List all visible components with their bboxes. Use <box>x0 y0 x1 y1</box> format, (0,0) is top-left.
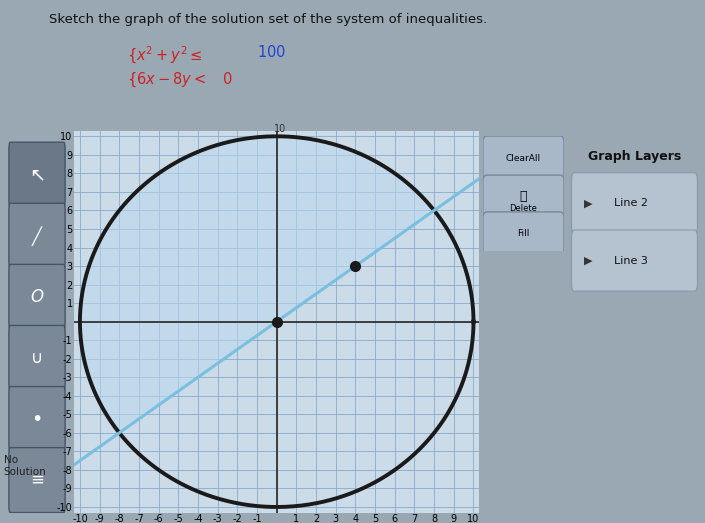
Text: Line 3: Line 3 <box>615 256 649 266</box>
Text: Delete: Delete <box>510 204 537 213</box>
FancyBboxPatch shape <box>483 212 564 255</box>
Text: ▶: ▶ <box>584 198 592 208</box>
Text: Line 2: Line 2 <box>615 198 649 208</box>
FancyBboxPatch shape <box>483 175 564 219</box>
Text: ▶: ▶ <box>584 256 592 266</box>
FancyBboxPatch shape <box>9 203 65 268</box>
Text: $\{x^2 + y^2 \leq\ $: $\{x^2 + y^2 \leq\ $ <box>127 44 202 65</box>
FancyBboxPatch shape <box>483 136 564 182</box>
Text: Fill: Fill <box>517 229 529 238</box>
Text: ↖: ↖ <box>29 165 45 184</box>
Text: No
Solution: No Solution <box>4 455 47 476</box>
Text: 10: 10 <box>274 124 286 134</box>
Text: Sketch the graph of the solution set of the system of inequalities.: Sketch the graph of the solution set of … <box>49 13 487 26</box>
Text: $\{6x - 8y <\ \ \ 0$: $\{6x - 8y <\ \ \ 0$ <box>127 71 233 89</box>
Text: O: O <box>30 288 44 306</box>
Text: •: • <box>31 410 43 428</box>
Text: ≡: ≡ <box>30 471 44 489</box>
Text: $100$: $100$ <box>257 44 286 61</box>
Text: ClearAll: ClearAll <box>506 154 541 164</box>
FancyBboxPatch shape <box>9 264 65 329</box>
Text: ╱: ╱ <box>32 226 42 246</box>
FancyBboxPatch shape <box>9 325 65 390</box>
Text: 🗑: 🗑 <box>520 190 527 203</box>
FancyBboxPatch shape <box>572 173 697 234</box>
Text: Graph Layers: Graph Layers <box>588 150 681 163</box>
FancyBboxPatch shape <box>572 230 697 291</box>
FancyBboxPatch shape <box>9 142 65 207</box>
Text: ∪: ∪ <box>31 349 43 367</box>
FancyBboxPatch shape <box>9 386 65 451</box>
FancyBboxPatch shape <box>9 448 65 513</box>
